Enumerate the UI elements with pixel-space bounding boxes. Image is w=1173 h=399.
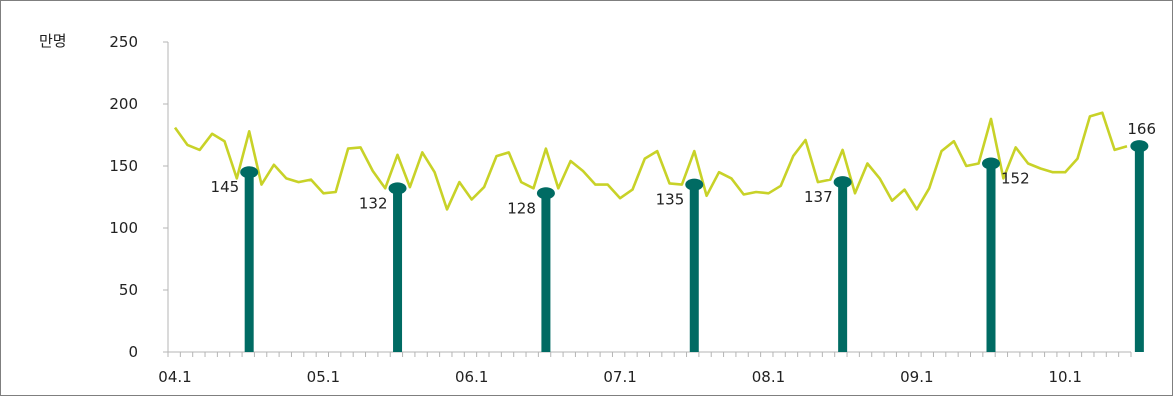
x-tick-label: 08.1 xyxy=(752,368,785,386)
x-tick-label: 06.1 xyxy=(455,368,488,386)
line-series xyxy=(173,111,1128,211)
y-axis: 0 50 100 150 200 250 xyxy=(109,33,169,361)
data-label: 166 xyxy=(1127,120,1156,138)
highlight-marker xyxy=(240,166,259,179)
highlight-marker xyxy=(685,178,704,191)
y-tick-label: 100 xyxy=(109,219,138,237)
highlight-bar xyxy=(244,172,254,352)
highlight-marker xyxy=(536,187,555,200)
highlight-marker xyxy=(388,182,407,195)
highlight-marker xyxy=(1130,140,1149,153)
highlight-bar xyxy=(541,193,551,352)
highlight-bar xyxy=(838,182,848,352)
y-axis-unit-label: 만명 xyxy=(39,32,67,50)
data-label: 152 xyxy=(1001,170,1030,188)
x-tick-label: 10.1 xyxy=(1048,368,1081,386)
data-labels: 145 132 128 135 137 152 166 xyxy=(211,120,1156,217)
highlight-bar xyxy=(689,184,699,352)
highlight-bars xyxy=(244,146,1144,352)
data-label: 132 xyxy=(359,194,388,212)
highlight-bar xyxy=(393,188,403,352)
y-tick-label: 250 xyxy=(109,33,138,51)
x-tick-label: 04.1 xyxy=(158,368,191,386)
data-label: 145 xyxy=(211,178,240,196)
y-tick-label: 50 xyxy=(119,281,138,299)
highlight-bar xyxy=(1134,146,1144,352)
highlight-marker xyxy=(833,176,852,189)
data-label: 128 xyxy=(507,199,536,217)
x-axis: 04.1 05.1 06.1 07.1 08.1 09.1 10.1 xyxy=(158,351,1132,386)
y-tick-label: 0 xyxy=(128,343,138,361)
data-label: 137 xyxy=(804,188,833,206)
highlight-markers xyxy=(240,140,1149,200)
data-label: 135 xyxy=(656,191,685,209)
x-tick-label: 09.1 xyxy=(900,368,933,386)
x-tick-label: 07.1 xyxy=(603,368,636,386)
series-line xyxy=(173,111,1128,211)
highlight-marker xyxy=(982,157,1000,170)
x-tick-label: 05.1 xyxy=(307,368,340,386)
y-tick-label: 150 xyxy=(109,157,138,175)
y-tick-label: 200 xyxy=(109,95,138,113)
highlight-bar xyxy=(986,163,996,352)
